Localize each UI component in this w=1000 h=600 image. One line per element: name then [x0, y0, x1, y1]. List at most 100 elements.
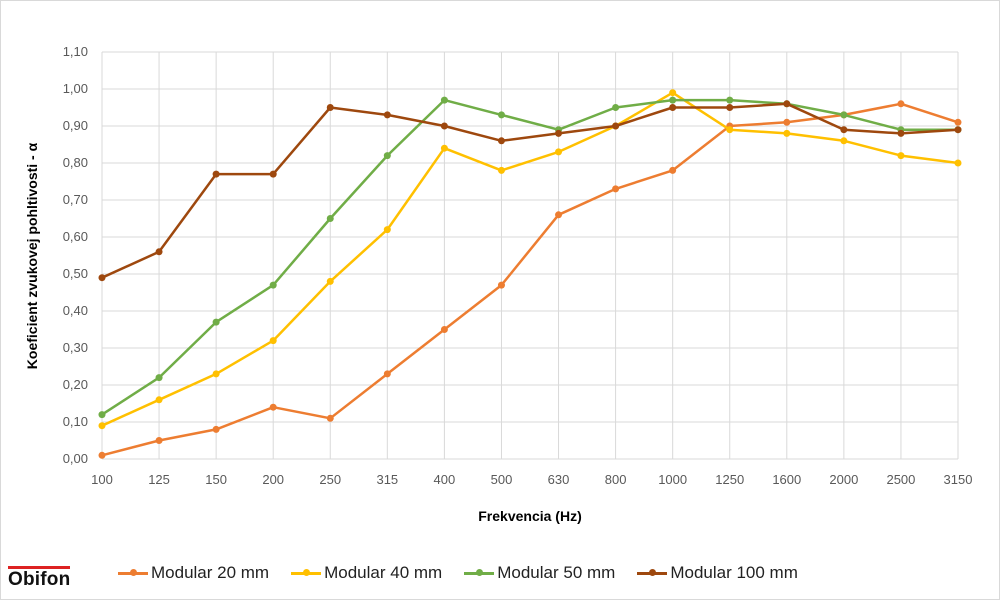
legend-item-50mm: Modular 50 mm	[464, 563, 615, 583]
data-point	[840, 111, 848, 119]
data-point	[783, 118, 791, 126]
y-tick-label: 0,70	[63, 192, 88, 207]
x-tick-label: 3150	[944, 472, 973, 487]
legend-item-40mm: Modular 40 mm	[291, 563, 442, 583]
legend: Modular 20 mm Modular 40 mm Modular 50 m…	[118, 563, 820, 583]
y-axis-title: Koeficient zvukovej pohltivosti - α	[24, 142, 40, 369]
y-tick-label: 0,90	[63, 118, 88, 133]
data-point	[155, 437, 163, 444]
data-point	[269, 170, 277, 178]
x-tick-label: 2000	[829, 472, 858, 487]
data-point	[98, 274, 106, 282]
legend-label: Modular 50 mm	[497, 563, 616, 582]
legend-swatch	[637, 569, 668, 576]
y-tick-label: 1,00	[63, 81, 88, 96]
legend-label: Modular 100 mm	[670, 563, 798, 582]
data-point	[383, 226, 391, 234]
data-point	[326, 414, 334, 422]
data-point	[269, 337, 277, 345]
legend-item-20mm: Modular 20 mm	[118, 563, 269, 583]
x-tick-label: 800	[605, 472, 627, 487]
data-point	[555, 148, 563, 156]
data-point	[555, 129, 563, 137]
data-point	[155, 374, 163, 382]
series-line-1	[101, 91, 959, 427]
data-point	[669, 104, 677, 111]
x-tick-label: 1000	[658, 472, 687, 487]
data-point	[783, 100, 791, 108]
y-tick-label: 0,00	[63, 451, 88, 466]
y-tick-label: 0,50	[63, 266, 88, 281]
data-point	[954, 126, 962, 134]
series-lines	[98, 89, 962, 459]
data-point	[612, 122, 620, 130]
y-tick-label: 1,10	[63, 44, 88, 59]
data-point	[726, 104, 734, 111]
y-tick-label: 0,20	[63, 377, 88, 392]
x-tick-label: 1250	[715, 472, 744, 487]
legend-item-100mm: Modular 100 mm	[637, 563, 798, 583]
x-tick-label: 150	[205, 472, 227, 487]
data-point	[897, 100, 905, 108]
data-point	[840, 137, 848, 145]
x-tick-label: 200	[262, 472, 284, 487]
data-point	[155, 248, 163, 256]
data-point	[326, 277, 334, 285]
data-point	[383, 152, 391, 160]
data-point	[612, 185, 620, 193]
y-tick-label: 0,10	[63, 414, 88, 429]
data-point	[555, 211, 563, 219]
data-point	[383, 370, 391, 378]
x-tick-label: 630	[548, 472, 570, 487]
data-point	[326, 215, 334, 222]
data-point	[269, 281, 277, 289]
x-tick-label: 125	[148, 472, 170, 487]
legend-swatch	[291, 569, 322, 576]
data-point	[212, 425, 220, 433]
data-point	[954, 118, 962, 126]
series-line-2	[101, 98, 958, 416]
data-point	[897, 152, 905, 160]
data-point	[897, 129, 905, 137]
x-tick-label: 315	[376, 472, 398, 487]
data-point	[212, 170, 220, 178]
data-point	[440, 122, 448, 130]
data-point	[726, 96, 734, 104]
data-point	[783, 129, 791, 137]
data-point	[440, 96, 448, 104]
data-point	[326, 104, 334, 111]
data-point	[497, 137, 505, 145]
legend-swatch	[118, 569, 148, 576]
legend-label: Modular 40 mm	[324, 563, 443, 582]
x-tick-label: 100	[91, 472, 113, 487]
series-line-0	[101, 102, 959, 457]
legend-swatch	[464, 569, 495, 576]
data-point	[269, 403, 277, 411]
data-point	[98, 451, 106, 459]
legend-label: Modular 20 mm	[151, 563, 270, 582]
x-tick-label: 400	[434, 472, 456, 487]
x-tick-label: 2500	[886, 472, 915, 487]
data-point	[669, 96, 677, 104]
data-point	[155, 396, 163, 404]
x-axis-ticks: 100 125 150 200 250 315 400 500 630 800 1000 1250 16…	[91, 472, 972, 487]
data-point	[440, 144, 448, 152]
data-point	[440, 326, 448, 333]
y-tick-label: 0,40	[63, 303, 88, 318]
data-point	[954, 159, 962, 167]
data-point	[612, 104, 620, 111]
data-point	[212, 370, 220, 378]
data-point	[497, 111, 505, 119]
series-line-3	[101, 102, 959, 279]
obifon-logo: Obifon	[8, 566, 71, 590]
x-tick-label: 250	[319, 472, 341, 487]
data-point	[212, 318, 220, 326]
data-point	[669, 166, 677, 174]
data-point	[497, 166, 505, 174]
x-tick-label: 500	[491, 472, 513, 487]
data-point	[98, 411, 106, 419]
data-point	[726, 126, 734, 134]
x-axis-title: Frekvencia (Hz)	[478, 508, 581, 524]
y-axis-ticks: 0,00 0,10 0,20 0,30 0,40 0,50 0,60 0,70 0,80 0,90…	[63, 44, 88, 466]
